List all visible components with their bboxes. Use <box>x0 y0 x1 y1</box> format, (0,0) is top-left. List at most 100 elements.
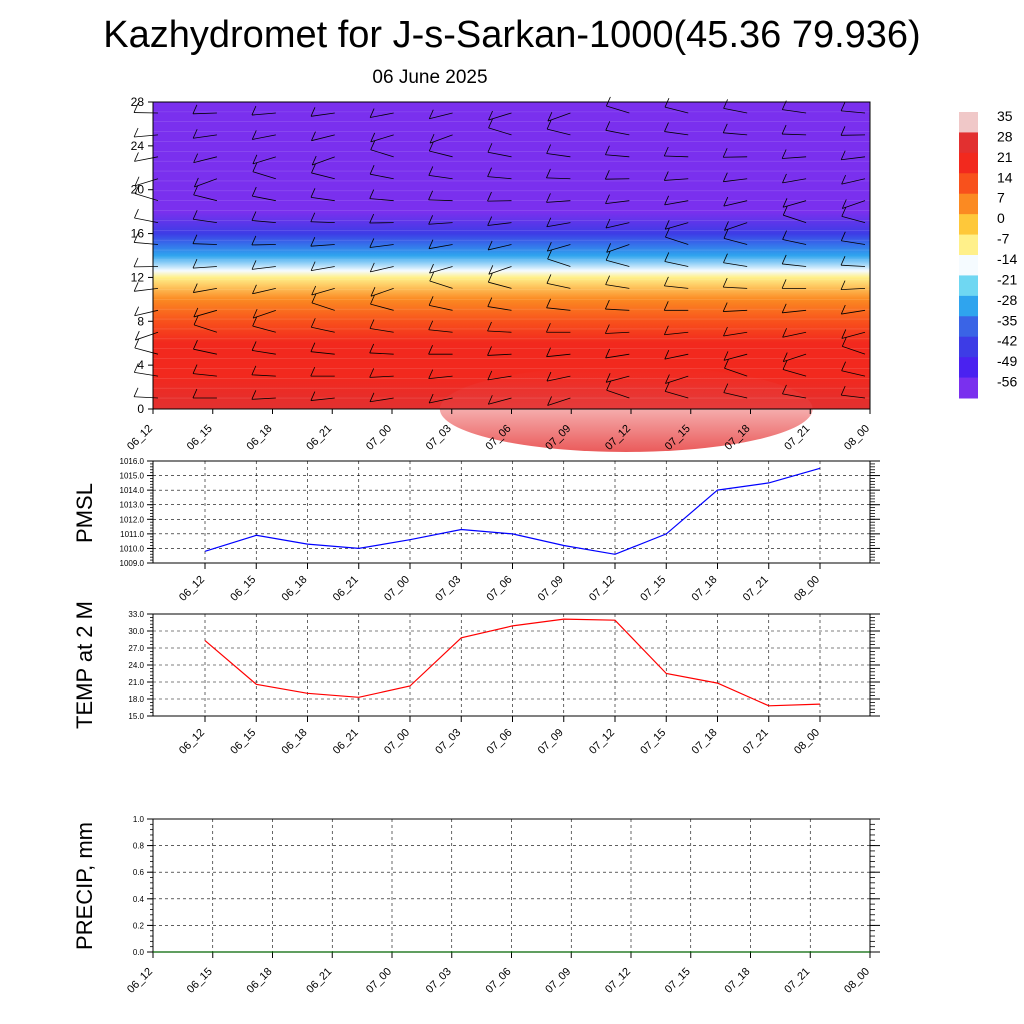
x-tick-label: 07_21 <box>741 727 771 757</box>
wind-barb-flag <box>311 131 316 141</box>
wind-barb <box>605 154 630 158</box>
wind-barb-flag <box>840 126 846 136</box>
x-tick-label: 07_00 <box>382 574 412 604</box>
wind-barb <box>487 375 512 381</box>
colorbar-label: 35 <box>997 108 1013 124</box>
wind-barb <box>253 309 276 319</box>
wind-barb <box>193 373 217 377</box>
wind-barb-flag <box>722 148 728 158</box>
wind-barb <box>605 331 630 334</box>
wind-barb <box>134 242 159 245</box>
wind-barb <box>488 266 512 275</box>
wind-barb <box>428 329 453 333</box>
wind-barb <box>488 112 512 121</box>
wind-barb-flag <box>605 348 610 359</box>
wind-barb <box>487 176 512 180</box>
wind-barb <box>664 155 689 158</box>
y-tick-label: 1010.0 <box>120 544 145 553</box>
wind-barb <box>252 288 276 295</box>
x-tick-label: 07_06 <box>485 727 515 757</box>
wind-barb <box>664 200 689 206</box>
wind-barb <box>370 266 394 273</box>
wind-barb-flag <box>428 109 434 119</box>
wind-barb <box>605 284 630 289</box>
colorbar: 35 28 21 14 7 0 -7 -14 -21 -28 -35 -42 -49 -56 <box>959 108 1017 399</box>
x-tick-label: 07_12 <box>603 966 633 996</box>
wind-barb-flag <box>546 193 551 203</box>
wind-barb <box>194 178 218 188</box>
x-tick-label: 07_03 <box>424 423 454 453</box>
wind-barb <box>429 112 453 120</box>
wind-barb-flag <box>840 256 846 266</box>
colorbar-label: 28 <box>997 128 1013 144</box>
wind-barb-flag <box>546 217 552 227</box>
wind-barb <box>429 304 453 311</box>
colorbar-swatch <box>959 193 978 215</box>
wind-barb-flag <box>369 213 375 224</box>
wind-barb <box>252 350 276 355</box>
wind-barb <box>251 397 276 400</box>
wind-barb <box>841 178 866 185</box>
x-tick-label: 07_15 <box>638 727 668 757</box>
wind-barb-flag <box>487 321 492 332</box>
wind-barb <box>841 110 866 114</box>
wind-barb <box>547 244 571 252</box>
wind-barb-flag <box>664 195 669 206</box>
wind-barb-flag <box>546 347 551 357</box>
wind-barb-flag <box>193 153 198 163</box>
wind-barb <box>487 353 512 356</box>
wind-barb-flag <box>133 233 139 243</box>
wind-barb-flag <box>134 184 140 194</box>
wind-barb-flag <box>251 186 257 197</box>
wind-barb-flag <box>192 283 198 293</box>
wind-barb-flag <box>369 189 375 199</box>
wind-barb <box>487 222 512 226</box>
wind-barb <box>783 214 807 223</box>
wind-barb <box>252 134 276 140</box>
wind-barb <box>134 193 159 202</box>
wind-barb <box>724 222 748 231</box>
contour-panel: 0 4 8 12 16 20 24 28 06_12 06_15 06_18 06_21 07_00 07… <box>125 95 872 453</box>
wind-barb <box>370 149 394 158</box>
wind-barb-flag <box>310 366 316 377</box>
wind-barb-flag <box>192 388 198 399</box>
wind-barb-flag <box>428 239 434 249</box>
wind-barb <box>664 131 689 136</box>
wind-barb-flag <box>722 277 728 288</box>
wind-barb-flag <box>606 96 611 107</box>
wind-barb-flag <box>134 330 140 341</box>
colorbar-swatch <box>959 234 978 256</box>
wind-barb <box>428 244 453 250</box>
colorbar-swatch <box>959 336 978 358</box>
wind-barb-flag <box>429 133 435 144</box>
wind-barb <box>487 330 512 333</box>
wind-barb <box>665 222 689 230</box>
wind-barb-flag <box>605 251 611 261</box>
wind-barb-flag <box>664 325 669 335</box>
y-tick-label: 0 <box>137 402 144 416</box>
wind-barb-flag <box>369 368 375 378</box>
wind-barb-flag <box>664 276 669 287</box>
wind-barb-flag <box>488 118 493 129</box>
wind-barb-flag <box>310 342 316 352</box>
colorbar-label: 0 <box>997 210 1005 226</box>
wind-barb-flag <box>841 174 846 185</box>
colorbar-swatch <box>959 275 978 297</box>
wind-barb <box>605 353 630 359</box>
wind-barb-flag <box>428 296 434 306</box>
wind-barb-flag <box>605 299 610 310</box>
x-tick-label: 06_18 <box>245 966 275 996</box>
wind-barb <box>134 178 159 187</box>
wind-barb-flag <box>192 210 198 220</box>
x-tick-label: 07_00 <box>364 423 394 453</box>
x-tick-label: 08_00 <box>842 966 872 996</box>
wind-barb-flag <box>664 97 670 108</box>
wind-barb-flag <box>310 212 316 222</box>
wind-barb <box>311 288 335 296</box>
colorbar-label: -35 <box>997 312 1017 328</box>
wind-barb-flag <box>310 237 316 247</box>
colorbar-swatch <box>959 255 978 276</box>
wind-barb-flag <box>252 308 258 319</box>
wind-barb <box>782 178 807 184</box>
